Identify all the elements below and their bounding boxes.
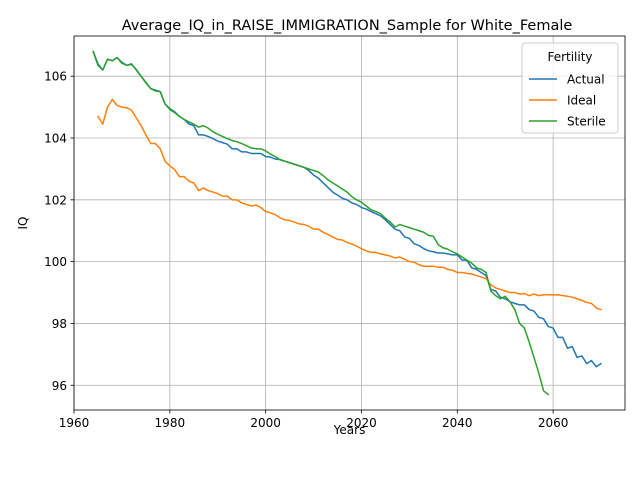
series-line-sterile bbox=[92, 50, 550, 396]
x-tick-label: 1960 bbox=[59, 416, 90, 430]
legend-label-sterile: Sterile bbox=[567, 115, 606, 129]
chart-title: Average_IQ_in_RAISE_IMMIGRATION_Sample f… bbox=[122, 18, 573, 34]
legend-label-actual: Actual bbox=[567, 73, 605, 87]
y-tick-label: 104 bbox=[44, 132, 67, 146]
grid bbox=[73, 36, 625, 410]
y-tick-label: 102 bbox=[44, 193, 67, 207]
x-tick-label: 2000 bbox=[250, 416, 281, 430]
y-axis: 96 98 100 102 104 106 bbox=[44, 70, 74, 393]
legend-box bbox=[521, 42, 619, 134]
legend-label-ideal: Ideal bbox=[567, 94, 596, 108]
legend-title: Fertility bbox=[547, 50, 592, 64]
x-axis-label: Years bbox=[333, 423, 366, 437]
x-tick-label: 2060 bbox=[538, 416, 569, 430]
x-tick-label: 2020 bbox=[346, 416, 377, 430]
series-layer bbox=[92, 50, 602, 396]
legend: Fertility Actual Ideal Sterile bbox=[521, 42, 619, 134]
y-tick-label: 106 bbox=[44, 70, 67, 84]
plot-frame bbox=[73, 35, 626, 411]
x-axis: 1960 1980 2000 2020 2040 2060 bbox=[59, 410, 569, 430]
y-tick-label: 100 bbox=[44, 255, 67, 269]
series-line-ideal bbox=[97, 98, 602, 311]
x-tick-label: 1980 bbox=[155, 416, 186, 430]
x-tick-label: 2040 bbox=[442, 416, 473, 430]
y-tick-label: 96 bbox=[52, 379, 67, 393]
y-tick-label: 98 bbox=[52, 317, 67, 331]
y-axis-label: IQ bbox=[16, 217, 30, 230]
